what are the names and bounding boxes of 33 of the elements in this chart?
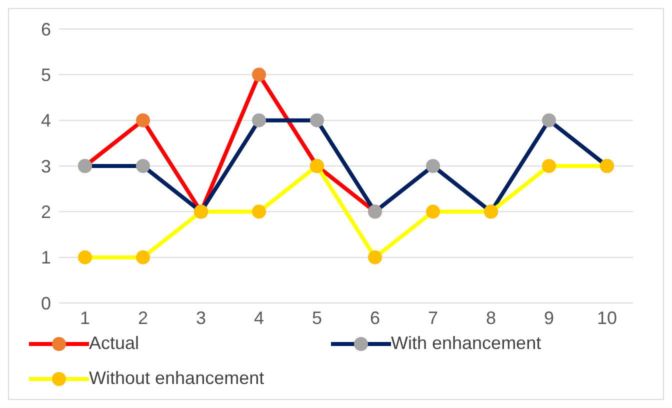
y-tick-label: 3 bbox=[40, 156, 51, 176]
x-tick-label: 9 bbox=[544, 308, 554, 328]
y-tick-label: 2 bbox=[40, 202, 51, 222]
point bbox=[542, 113, 556, 128]
point bbox=[136, 113, 150, 128]
legend-label: Actual bbox=[89, 333, 140, 354]
y-tick-label: 0 bbox=[40, 293, 51, 314]
point bbox=[136, 250, 150, 264]
x-tick-label: 3 bbox=[196, 308, 206, 328]
point bbox=[542, 159, 556, 173]
y-tick-label: 5 bbox=[40, 65, 51, 86]
x-tick-label: 7 bbox=[428, 308, 438, 328]
point bbox=[368, 250, 382, 264]
point bbox=[252, 113, 266, 128]
point bbox=[310, 113, 324, 128]
x-tick-label: 6 bbox=[370, 308, 380, 328]
y-tick-label: 4 bbox=[40, 110, 51, 131]
point bbox=[252, 204, 266, 219]
x-tick-label: 5 bbox=[312, 308, 322, 328]
point bbox=[426, 159, 440, 173]
y-tick-label: 6 bbox=[40, 19, 51, 40]
x-tick-label: 4 bbox=[254, 308, 264, 328]
point bbox=[252, 68, 266, 82]
point bbox=[426, 204, 440, 219]
y-tick-label: 1 bbox=[40, 248, 51, 268]
x-tick-label: 8 bbox=[486, 308, 496, 328]
legend-label: With enhancement bbox=[391, 333, 542, 354]
x-tick-label: 2 bbox=[138, 308, 148, 328]
legend-label: Without enhancement bbox=[89, 368, 264, 389]
x-tick-label: 10 bbox=[596, 308, 618, 328]
point bbox=[136, 159, 150, 173]
point bbox=[78, 250, 92, 264]
x-tick-label: 1 bbox=[80, 308, 90, 328]
